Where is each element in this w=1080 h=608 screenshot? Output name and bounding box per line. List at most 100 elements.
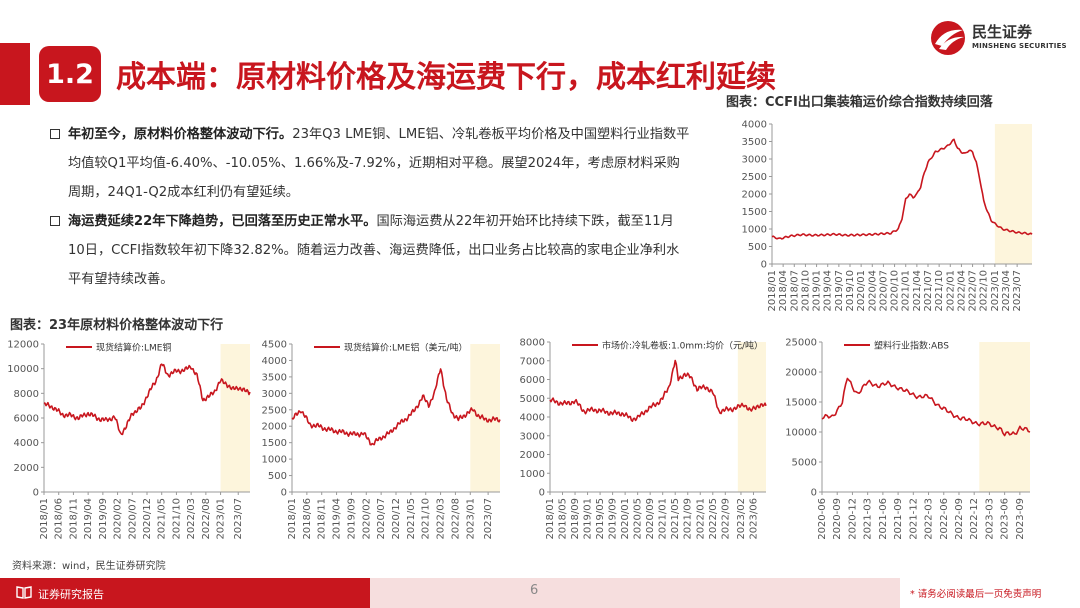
y-tick-label: 10000: [785, 428, 817, 439]
x-tick-label: 2020/01: [856, 270, 867, 312]
highlight-band: [979, 342, 1030, 492]
x-tick-label: 2018/05: [558, 498, 569, 540]
legend-label: 市场价:冷轧卷板:1.0mm:均价（元/吨）: [602, 340, 763, 352]
x-tick-label: 2020/07: [127, 498, 138, 540]
x-tick-label: 2018/06: [302, 498, 313, 540]
x-tick-label: 2022/03: [186, 498, 197, 540]
aluminum-chart: 0 500 1000 1500 2000 2500 3000 3500 4000 4500 2018…: [262, 340, 501, 540]
x-tick-label: 2023/07: [233, 498, 244, 540]
y-tick-label: 0: [811, 488, 817, 499]
x-tick-label: 2020/07: [376, 498, 387, 540]
x-tick-label: 2021/05: [157, 498, 168, 540]
x-tick-label: 2023/06: [748, 498, 759, 540]
x-tick-label: 2022/08: [450, 498, 461, 540]
x-tick-label: 2023-09: [1015, 498, 1026, 540]
x-tick-label: 2022/01: [945, 270, 956, 312]
y-tick-label: 7000: [520, 356, 545, 367]
y-tick-label: 0: [33, 488, 39, 499]
page-title: 成本端：原材料价格及海运费下行，成本红利延续: [116, 60, 776, 95]
y-tick-label: 0: [761, 260, 767, 271]
x-tick-label: 2021/10: [421, 498, 432, 540]
x-tick-label: 2021-06: [878, 498, 889, 540]
y-tick-label: 12000: [7, 340, 39, 351]
source-note: 资料来源：wind，民生证券研究院: [12, 561, 166, 572]
y-tick-label: 10000: [7, 364, 39, 375]
y-tick-label: 6000: [14, 414, 39, 425]
x-tick-label: 2022/05: [708, 498, 719, 540]
x-tick-label: 2020/10: [890, 270, 901, 312]
bullet-text: 23年Q3 LME铜、LME铝、冷轧卷板平均价格及中国塑料行业指数平均值较Q1平…: [68, 127, 690, 200]
series-line: [549, 359, 767, 422]
bullet-square-icon: [50, 129, 60, 139]
y-tick-label: 500: [748, 242, 767, 253]
y-tick-label: 0: [281, 488, 287, 499]
x-tick-label: 2021/10: [171, 498, 182, 540]
x-tick-label: 2019/04: [83, 498, 94, 540]
x-tick-label: 2023/02: [736, 498, 747, 540]
book-icon: [16, 586, 32, 599]
y-tick-label: 15000: [785, 398, 817, 409]
x-tick-label: 2022-12: [969, 498, 980, 540]
x-tick-label: 2023/07: [1012, 270, 1023, 312]
x-tick-label: 2021/07: [923, 270, 934, 312]
title-accent-bar: [0, 43, 30, 105]
series-line: [43, 363, 251, 436]
y-tick-label: 2000: [742, 190, 767, 201]
x-tick-label: 2019/01: [583, 498, 594, 540]
y-tick-label: 2000: [520, 450, 545, 461]
x-tick-label: 2020/09: [645, 498, 656, 540]
x-tick-label: 2019/09: [98, 498, 109, 540]
x-tick-label: 2018/10: [800, 270, 811, 312]
x-tick-label: 2020/02: [361, 498, 372, 540]
page-number: 6: [530, 583, 539, 598]
y-tick-label: 8000: [520, 338, 545, 349]
x-tick-label: 2022/03: [436, 498, 447, 540]
x-tick-label: 2021/10: [934, 270, 945, 312]
x-tick-label: 2022/10: [979, 270, 990, 312]
x-tick-label: 2020/12: [391, 498, 402, 540]
footer-bar: 证券研究报告 6 * 请务必阅读最后一页免责声明: [0, 578, 1080, 608]
y-tick-label: 25000: [785, 338, 817, 349]
x-tick-label: 2023-06: [1000, 498, 1011, 540]
x-tick-label: 2019/04: [823, 270, 834, 312]
x-tick-label: 2021/04: [912, 270, 923, 312]
x-tick-label: 2018/06: [54, 498, 65, 540]
highlight-band: [994, 124, 1032, 264]
x-tick-label: 2021/09: [683, 498, 694, 540]
y-tick-label: 20000: [785, 368, 817, 379]
x-tick-label: 2019/09: [346, 498, 357, 540]
y-tick-label: 0: [539, 488, 545, 499]
x-tick-label: 2022-03: [924, 498, 935, 540]
minsheng-logo: 民生证券 MINSHENG SECURITIES: [930, 20, 1067, 56]
legend-label: 现货结算价:LME铝（美元/吨）: [344, 342, 468, 354]
y-tick-label: 2500: [262, 405, 287, 416]
x-tick-label: 2019/05: [595, 498, 606, 540]
x-tick-label: 2018/07: [789, 270, 800, 312]
x-tick-label: 2020-12: [847, 498, 858, 540]
x-tick-label: 2020/02: [113, 498, 124, 540]
x-tick-label: 2019/04: [332, 498, 343, 540]
bullet-text: 国际海运费从22年初开始环比持续下跌，截至11月10日，CCFI指数较年初下降3…: [68, 214, 680, 287]
y-tick-label: 4000: [742, 120, 767, 131]
x-tick-label: 2020-06: [817, 498, 828, 540]
bullet-heading: 海运费延续22年下降趋势，已回落至历史正常水平。: [68, 214, 377, 229]
x-tick-label: 2019/07: [834, 270, 845, 312]
x-tick-label: 2018/01: [287, 498, 298, 540]
y-tick-label: 3500: [262, 372, 287, 383]
copper-chart: 0 2000 4000 6000 8000 10000 12000 2018/01 2018/0…: [7, 340, 251, 540]
x-tick-label: 2018/04: [778, 270, 789, 312]
logo-text-en: MINSHENG SECURITIES: [972, 42, 1067, 50]
section-number: 1.2: [39, 46, 101, 102]
x-tick-label: 2021/01: [658, 498, 669, 540]
x-tick-label: 2018/11: [68, 498, 79, 540]
x-tick-label: 2020/12: [142, 498, 153, 540]
x-tick-label: 2020/07: [878, 270, 889, 312]
footer-label: 证券研究报告: [38, 588, 104, 601]
series-line: [821, 377, 1031, 437]
x-tick-label: 2022/01: [695, 498, 706, 540]
x-tick-label: 2023/01: [990, 270, 1001, 312]
y-tick-label: 3500: [742, 137, 767, 148]
y-tick-label: 4500: [262, 340, 287, 351]
raw-material-chart-title: 图表：23年原材料价格整体波动下行: [10, 318, 224, 333]
